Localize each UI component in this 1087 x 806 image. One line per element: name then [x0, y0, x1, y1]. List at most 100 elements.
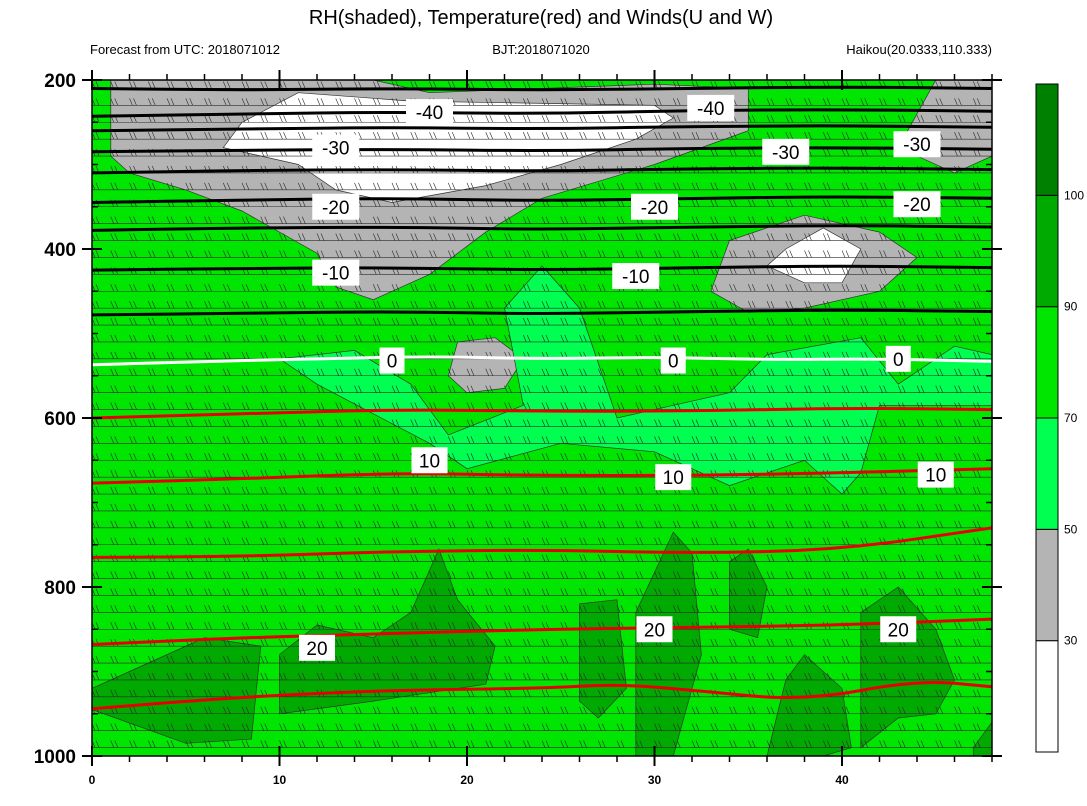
wind-barb-feathers: [92, 689, 992, 697]
contour-labels: -40 -40 -30 -30 -30 -20 -20 -20 -10 -10 0 0 0 10 10 10 2…: [299, 94, 954, 661]
contour-label: 10: [411, 447, 448, 474]
x-tick-label: 10: [273, 773, 287, 787]
contour-label-text: -40: [697, 99, 724, 120]
wind-barb-feathers: [92, 233, 992, 241]
contour-label-text: 20: [306, 639, 327, 660]
wind-barb-feathers: [92, 723, 992, 731]
contour-label-text: 0: [668, 352, 679, 373]
contour-label: 0: [660, 347, 686, 374]
contour-label-text: -30: [322, 139, 349, 160]
contour-label: -40: [406, 99, 453, 126]
contour-label-text: 10: [663, 468, 684, 489]
rh-region: [92, 637, 262, 744]
wind-barb-feathers: [92, 706, 992, 714]
contour-label-text: -40: [416, 103, 443, 124]
contour-label-text: -20: [903, 195, 930, 216]
wind-barb-feathers: [92, 284, 992, 292]
colorbar-segment: [1035, 528, 1059, 642]
wind-barb-feathers: [92, 740, 992, 748]
contour-label-text: -10: [622, 267, 649, 288]
colorbar-tick-label: 50: [1064, 522, 1078, 536]
x-tick-label: 0: [89, 773, 96, 787]
contour-label-box: [631, 193, 678, 220]
contour-label-text: 0: [893, 350, 904, 371]
wind-barb-feathers: [92, 655, 992, 664]
contour-label: 0: [885, 345, 911, 372]
contour-label-box: [612, 263, 660, 290]
contour-label-box: [312, 259, 360, 286]
contour-label: -10: [612, 263, 660, 290]
contour-label-text: 20: [888, 620, 909, 641]
temperature-contour: [92, 526, 992, 559]
wind-barb-feathers: [92, 334, 992, 343]
temperature-contour: [92, 264, 992, 272]
contour-label-text: -20: [641, 198, 668, 219]
contour-label-box: [411, 447, 448, 474]
contour-label-box: [762, 138, 810, 165]
wind-barb-feathers: [92, 605, 992, 613]
temperature-contour: [92, 166, 992, 175]
wind-barb-feathers: [92, 571, 992, 579]
contour-label-box: [660, 347, 686, 374]
temperature-contour: [92, 308, 992, 317]
colorbar-segment: [1035, 194, 1059, 308]
y-tick-label: 1000: [34, 747, 76, 768]
wind-barb-feathers: [92, 301, 992, 309]
temperature-contour: [92, 406, 992, 420]
colorbar-tick-label: 90: [1064, 300, 1078, 314]
contour-label: -30: [762, 138, 810, 165]
temperature-contour: [92, 617, 992, 646]
chart-title: RH(shaded), Temperature(red) and Winds(U…: [309, 7, 773, 29]
contour-label-box: [893, 131, 941, 158]
wind-barb-feathers: [92, 436, 992, 444]
contour-label-text: 10: [419, 451, 440, 472]
contour-label: -30: [312, 134, 360, 161]
contour-label-box: [880, 616, 917, 643]
temperature-contour: [92, 108, 992, 118]
temperature-contour: [92, 85, 992, 92]
temperature-contour: [92, 195, 992, 204]
temperature-contour: [92, 355, 992, 367]
y-tick-label: 800: [44, 578, 76, 599]
contour-label: 10: [917, 461, 954, 488]
y-tick-label: 600: [44, 409, 76, 430]
temperature-contour: [92, 681, 992, 711]
y-tick-label: 400: [44, 240, 76, 261]
contour-label: 20: [636, 616, 673, 643]
wind-barb-feathers: [92, 81, 992, 89]
wind-barb-feathers: [92, 216, 992, 224]
contour-label-box: [885, 345, 911, 372]
contour-label-text: 10: [925, 466, 946, 487]
contour-label: 0: [379, 347, 405, 374]
x-tick-label: 30: [648, 773, 662, 787]
contour-label-box: [406, 99, 453, 126]
colorbar-segment: [1035, 417, 1059, 530]
contour-label: 20: [880, 616, 917, 643]
contour-label-box: [655, 464, 692, 491]
contour-label-text: -30: [903, 135, 930, 156]
wind-barb-feathers: [92, 402, 992, 410]
contour-label-text: 20: [644, 620, 665, 641]
rh-region: [635, 531, 702, 756]
contour-label-box: [687, 94, 735, 121]
contour-label-box: [917, 461, 954, 488]
wind-barb-feathers: [92, 317, 992, 326]
contour-label-box: [299, 634, 335, 661]
temperature-contour: [92, 467, 992, 485]
contour-label: 10: [655, 464, 692, 491]
colorbar-segment: [1035, 306, 1059, 419]
wind-barb-feathers: [92, 486, 992, 495]
wind-barb-feathers: [92, 182, 992, 190]
forecast-label: Forecast from UTC: 2018071012: [90, 42, 280, 57]
temperature-contour: [92, 124, 992, 133]
contour-label: -10: [312, 259, 360, 286]
colorbar-tick-label: 30: [1064, 634, 1078, 648]
bjt-label: BJT:2018071020: [492, 42, 590, 57]
contour-label-text: -10: [322, 264, 349, 285]
contour-label: -20: [893, 191, 941, 218]
wind-barb-feathers: [92, 419, 992, 427]
contour-label-box: [636, 616, 673, 643]
x-tick-label: 20: [460, 773, 474, 787]
wind-barb-feathers: [92, 503, 992, 512]
